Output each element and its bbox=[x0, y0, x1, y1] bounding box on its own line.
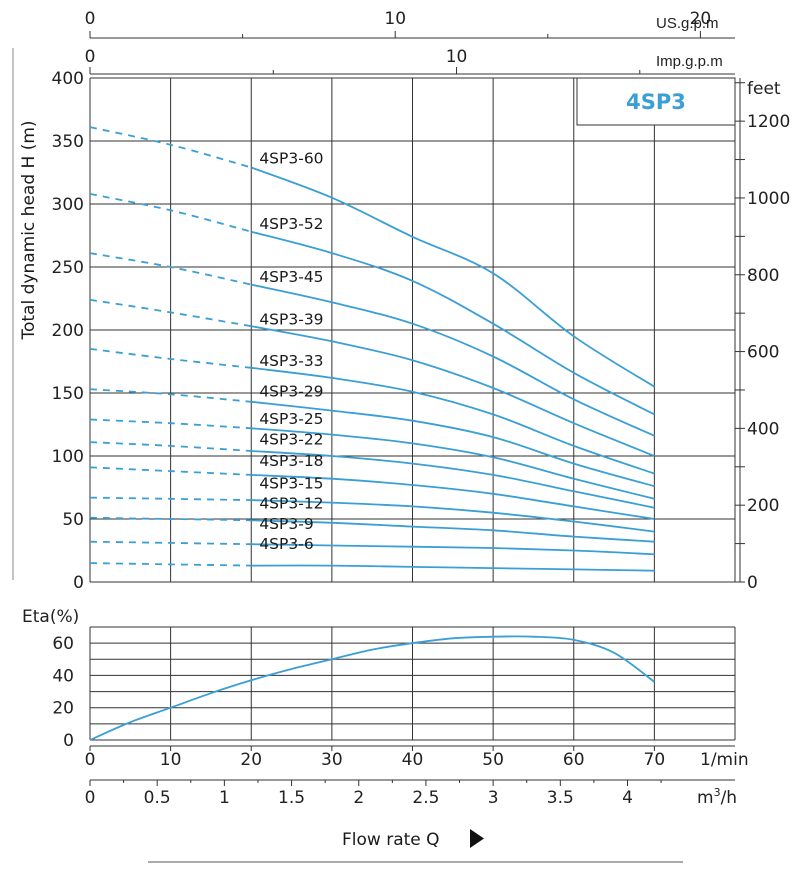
feet-tick-label: 1200 bbox=[747, 112, 790, 132]
feet-tick-label: 1000 bbox=[747, 189, 790, 209]
lpm-tick-label: 60 bbox=[563, 750, 585, 770]
eta-axis-title: Eta(%) bbox=[22, 607, 79, 627]
eta-y-tick-label: 40 bbox=[52, 666, 74, 686]
model-title-box bbox=[576, 77, 736, 126]
head-curve-dashed bbox=[89, 441, 252, 452]
curve-label: 4SP3-6 bbox=[259, 535, 313, 553]
labels: 0501001502002503003504000200400600800100… bbox=[52, 9, 791, 808]
grid bbox=[89, 77, 736, 741]
y-tick-label: 0 bbox=[73, 573, 84, 593]
m3h-tick-label: 3 bbox=[488, 788, 499, 808]
feet-tick-label: 0 bbox=[747, 573, 758, 593]
head-curve bbox=[251, 499, 655, 533]
lpm-tick-label: 50 bbox=[482, 750, 504, 770]
usgpm-tick-label: 0 bbox=[85, 9, 96, 29]
head-curve bbox=[251, 325, 655, 457]
m3h-tick-label: 3.5 bbox=[547, 788, 574, 808]
feet-axis-title: feet bbox=[747, 79, 781, 99]
m3h-tick-label: 1 bbox=[219, 788, 230, 808]
head-curve-dashed bbox=[89, 348, 252, 369]
head-curve-dashed bbox=[89, 496, 252, 501]
head-curve-dashed bbox=[89, 193, 252, 233]
y-tick-label: 300 bbox=[52, 195, 84, 215]
head-curve-dashed bbox=[89, 252, 252, 286]
eta-curve bbox=[89, 635, 655, 741]
lpm-tick-label: 30 bbox=[321, 750, 343, 770]
head-curve bbox=[251, 474, 655, 520]
m3h-tick-label: 0.5 bbox=[144, 788, 171, 808]
axes bbox=[12, 31, 745, 863]
feet-tick-label: 800 bbox=[747, 266, 779, 286]
play-arrow-icon bbox=[470, 829, 484, 848]
m3h-unit-label: m3/h bbox=[697, 786, 737, 808]
y-tick-label: 150 bbox=[52, 384, 84, 404]
curve-label: 4SP3-33 bbox=[259, 352, 323, 370]
usgpm-tick-label: 20 bbox=[690, 9, 712, 29]
curve-label: 4SP3-15 bbox=[259, 474, 323, 492]
head-curve-dashed bbox=[89, 466, 252, 476]
head-curve bbox=[251, 427, 655, 500]
lpm-tick-label: 10 bbox=[160, 750, 182, 770]
curve-label: 4SP3-12 bbox=[259, 495, 323, 513]
head-curve-dashed bbox=[89, 298, 252, 328]
curve-label: 4SP3-52 bbox=[259, 215, 323, 233]
impgpm-tick-label: 10 bbox=[446, 47, 468, 67]
y-tick-label: 400 bbox=[52, 69, 84, 89]
impgpm-unit-label: Imp.g.p.m bbox=[656, 53, 723, 70]
flow-rate-title: Flow rate Q bbox=[342, 830, 440, 850]
eta-y-tick-label: 20 bbox=[52, 699, 74, 719]
lpm-tick-label: 70 bbox=[644, 750, 666, 770]
curve-label: 4SP3-45 bbox=[259, 268, 323, 286]
head-curve-dashed bbox=[89, 562, 252, 567]
head-curve-dashed bbox=[89, 126, 252, 169]
head-curve bbox=[250, 166, 655, 388]
curve-label: 4SP3-60 bbox=[259, 149, 323, 167]
feet-tick-label: 600 bbox=[747, 343, 779, 363]
y-tick-label: 350 bbox=[52, 132, 84, 152]
y-axis-title: Total dynamic head H (m) bbox=[19, 120, 39, 340]
curve-label: 4SP3-9 bbox=[259, 515, 313, 533]
model-title: 4SP3 bbox=[626, 90, 686, 114]
head-curve-dashed bbox=[89, 516, 252, 522]
y-tick-label: 250 bbox=[52, 258, 84, 278]
head-curve bbox=[251, 519, 655, 543]
head-curve-dashed bbox=[89, 388, 252, 403]
lpm-tick-label: 40 bbox=[402, 750, 424, 770]
curve-label: 4SP3-22 bbox=[259, 430, 323, 448]
impgpm-tick-label: 0 bbox=[85, 47, 96, 67]
curve-label: 4SP3-29 bbox=[259, 382, 323, 400]
m3h-tick-label: 2 bbox=[353, 788, 364, 808]
head-curve bbox=[251, 230, 655, 416]
y-tick-label: 100 bbox=[52, 447, 84, 467]
y-tick-label: 50 bbox=[62, 510, 84, 530]
curve-label: 4SP3-18 bbox=[259, 452, 323, 470]
feet-tick-label: 200 bbox=[747, 496, 779, 516]
head-curve bbox=[251, 543, 655, 556]
eta-y-tick-label: 0 bbox=[63, 731, 74, 751]
m3h-tick-label: 4 bbox=[622, 788, 633, 808]
head-curve bbox=[251, 283, 655, 437]
m3h-tick-label: 1.5 bbox=[278, 788, 305, 808]
usgpm-unit-label: US.g.p.m bbox=[656, 15, 719, 32]
usgpm-tick-label: 10 bbox=[384, 9, 406, 29]
head-curve bbox=[251, 400, 655, 488]
m3h-tick-label: 2.5 bbox=[412, 788, 439, 808]
head-curve bbox=[251, 450, 655, 509]
lpm-tick-label: 0 bbox=[85, 750, 96, 770]
head-curve-dashed bbox=[89, 418, 252, 430]
head-curve bbox=[251, 564, 655, 572]
curves bbox=[89, 126, 655, 741]
lpm-unit-label: 1/min bbox=[700, 750, 749, 770]
y-tick-label: 200 bbox=[52, 321, 84, 341]
curve-label: 4SP3-39 bbox=[259, 311, 323, 329]
head-curve-dashed bbox=[89, 540, 252, 546]
lpm-tick-label: 20 bbox=[240, 750, 262, 770]
feet-tick-label: 400 bbox=[747, 419, 779, 439]
m3h-tick-label: 0 bbox=[85, 788, 96, 808]
head-curve bbox=[251, 366, 655, 475]
curve-label: 4SP3-25 bbox=[259, 410, 323, 428]
eta-y-tick-label: 60 bbox=[52, 634, 74, 654]
